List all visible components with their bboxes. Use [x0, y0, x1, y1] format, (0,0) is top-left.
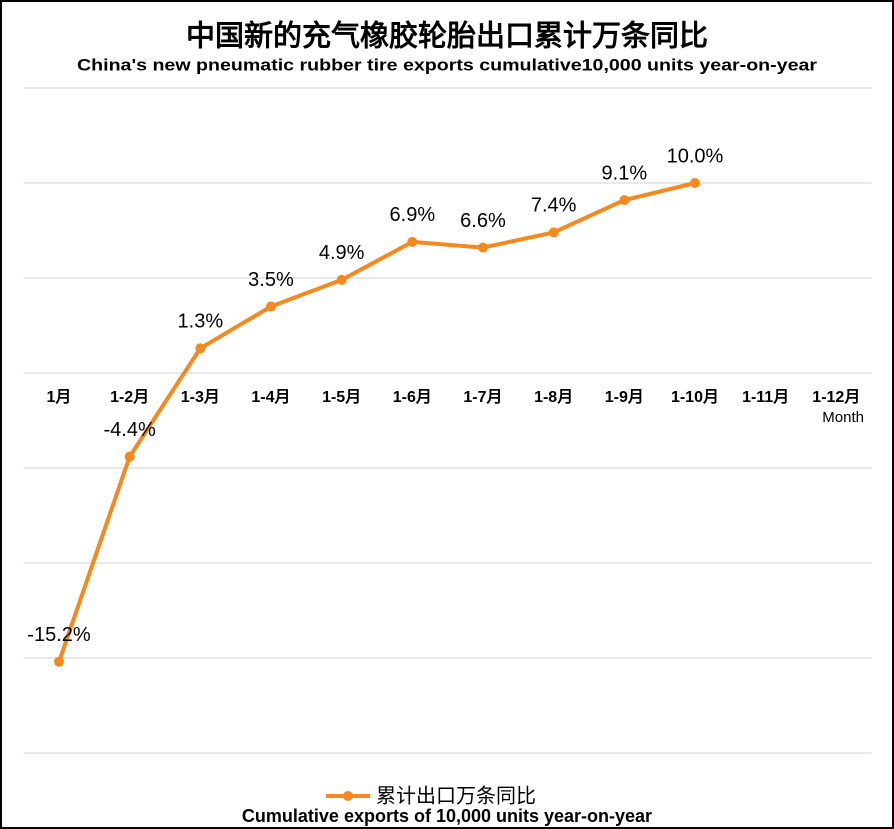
data-label: 10.0%: [667, 145, 724, 167]
x-axis-label: Month: [822, 409, 864, 426]
data-label: 6.9%: [390, 204, 436, 226]
x-tick-label: 1-6月: [393, 388, 432, 406]
x-tick-label: 1月: [47, 388, 72, 406]
data-point: [407, 236, 418, 247]
chart-title: 中国新的充气橡胶轮胎出口累计万条同比: [186, 19, 708, 53]
x-tick-label: 1-12月: [812, 388, 860, 406]
x-tick-label: 1-5月: [322, 388, 361, 406]
data-point: [195, 343, 206, 354]
data-point: [336, 274, 347, 285]
series-line: [57, 181, 696, 663]
chart-subtitle: China's new pneumatic rubber tire export…: [77, 55, 817, 74]
grid: [23, 87, 872, 754]
data-point: [265, 301, 276, 312]
x-tick-label: 1-8月: [534, 388, 573, 406]
legend-note: Cumulative exports of 10,000 units year-…: [242, 806, 652, 826]
data-point: [619, 195, 630, 206]
data-point: [477, 242, 488, 253]
x-tick-label: 1-7月: [463, 388, 502, 406]
legend-label: 累计出口万条同比: [376, 784, 536, 807]
data-label: 1.3%: [178, 311, 224, 333]
x-tick-label: 1-11月: [742, 388, 789, 406]
x-tick-label: 1-9月: [605, 388, 644, 406]
x-tick-label: 1-4月: [251, 388, 290, 406]
legend-marker: [343, 791, 353, 801]
data-label: 6.6%: [460, 210, 506, 232]
x-tick-label: 1-2月: [110, 388, 149, 406]
data-label: 3.5%: [248, 269, 294, 291]
data-label: 7.4%: [531, 195, 577, 217]
data-point: [689, 178, 700, 188]
data-label: -4.4%: [104, 419, 156, 441]
plot: 1月 1-2月 1-3月 1-4月 1-5月 1-6月 1-7月 1-8月 1-9月 1-10月 1…: [27, 145, 860, 667]
x-tick-label: 1-3月: [181, 388, 220, 406]
data-label: 4.9%: [319, 242, 365, 264]
data-label: -15.2%: [27, 624, 91, 646]
x-tick-label: 1-10月: [671, 388, 719, 406]
data-point: [548, 227, 559, 238]
data-label: 9.1%: [602, 162, 648, 184]
data-point: [124, 451, 135, 462]
data-point: [53, 656, 64, 667]
